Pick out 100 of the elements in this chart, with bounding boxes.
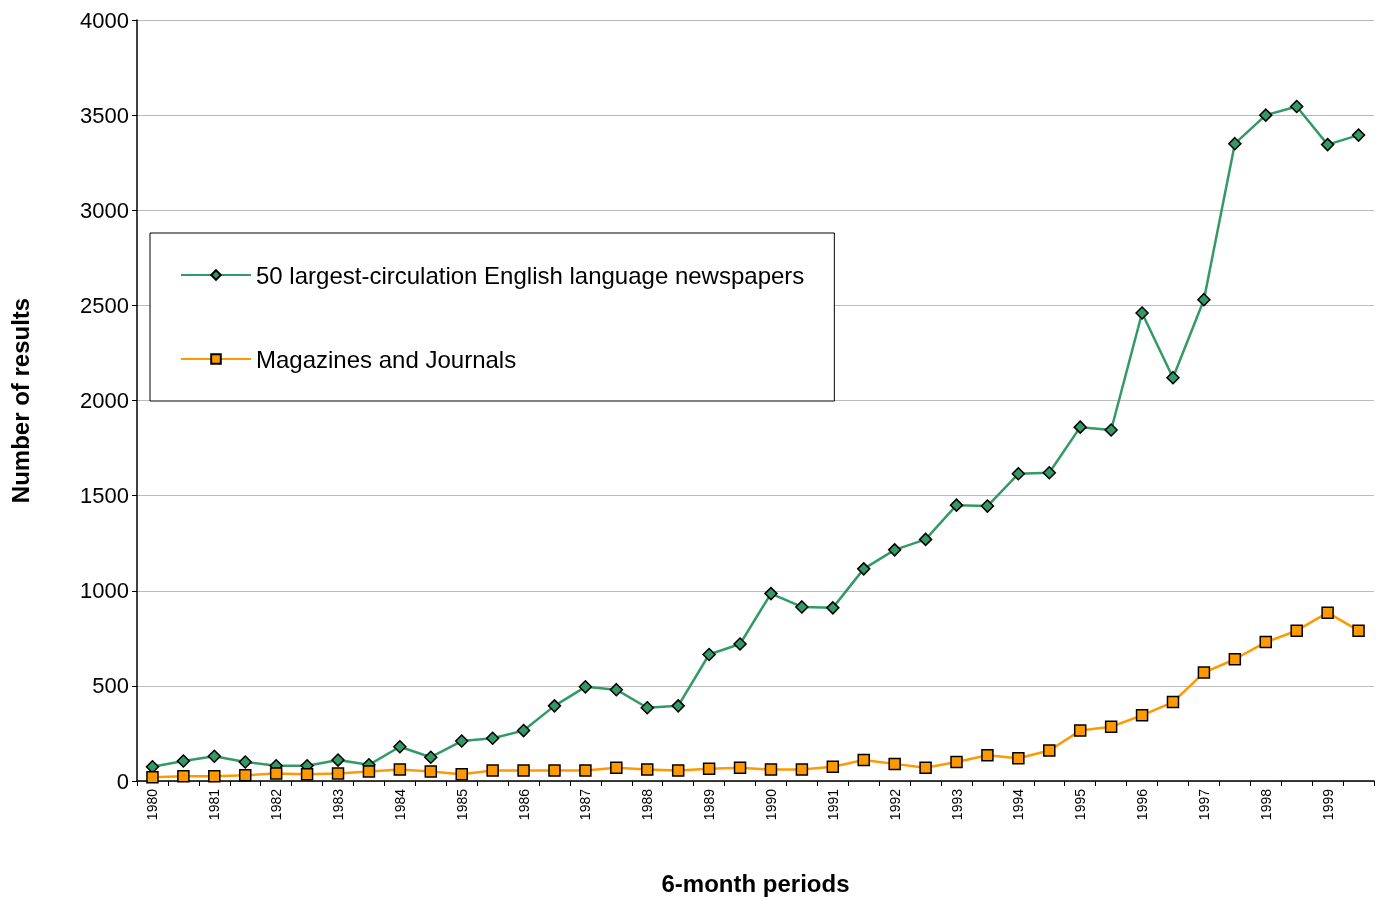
point — [1135, 306, 1149, 320]
point — [1321, 606, 1334, 619]
point — [888, 757, 901, 771]
y-tick-label: 1000 — [80, 578, 129, 604]
point — [1259, 108, 1273, 122]
point — [548, 764, 561, 777]
point — [1043, 744, 1056, 757]
y-axis-title: Number of results — [6, 297, 34, 504]
point — [578, 680, 593, 694]
point — [1290, 624, 1303, 637]
point — [486, 764, 499, 777]
point — [1228, 652, 1242, 666]
point — [424, 750, 438, 764]
point — [1320, 137, 1335, 152]
x-tick-label: 1988 — [639, 788, 656, 821]
point — [176, 754, 191, 768]
point — [1104, 720, 1118, 734]
point — [795, 763, 809, 776]
x-tick-label: 1985 — [453, 788, 470, 821]
point — [238, 769, 252, 782]
point — [393, 740, 407, 754]
legend-label: 50 largest-circulation English language newspapers — [256, 261, 805, 289]
x-tick-label: 1987 — [577, 788, 594, 821]
point — [609, 682, 624, 697]
point — [1228, 136, 1242, 151]
x-tick-label: 1984 — [391, 788, 408, 821]
point — [300, 768, 314, 781]
point — [1042, 466, 1057, 480]
y-tick-label: 500 — [92, 673, 129, 699]
point — [1073, 420, 1087, 434]
point — [1135, 709, 1149, 722]
point — [1351, 128, 1366, 142]
point — [856, 562, 871, 576]
y-tick-label: 0 — [116, 768, 129, 794]
point — [919, 761, 932, 774]
y-tick-label: 4000 — [80, 7, 129, 33]
point — [547, 699, 562, 713]
point — [1166, 370, 1180, 385]
point — [795, 600, 809, 614]
y-tick-label: 2000 — [80, 388, 129, 413]
point — [641, 763, 654, 776]
x-axis-title: 6-month periods — [661, 869, 850, 897]
x-tick-label: 1998 — [1257, 788, 1274, 821]
point — [857, 753, 870, 767]
point — [980, 499, 995, 513]
x-tick-label: 1991 — [824, 788, 841, 821]
point — [517, 764, 530, 777]
point — [331, 767, 345, 780]
x-tick-label: 1982 — [268, 788, 285, 821]
point — [1197, 666, 1211, 679]
point — [610, 761, 623, 774]
point — [146, 770, 159, 784]
point — [950, 755, 963, 769]
point — [640, 701, 655, 715]
point — [579, 764, 592, 777]
point — [1011, 467, 1026, 481]
point — [949, 498, 964, 512]
x-tick-label: 1986 — [515, 788, 532, 821]
point — [671, 699, 685, 713]
point — [764, 763, 778, 776]
x-tick-label: 1990 — [762, 788, 779, 821]
point — [981, 749, 994, 762]
point — [887, 543, 902, 557]
x-tick-label: 1992 — [886, 788, 903, 821]
point — [455, 768, 468, 781]
point — [424, 765, 438, 778]
point — [331, 753, 345, 767]
point — [393, 763, 407, 776]
point — [362, 765, 376, 778]
x-tick-label: 1996 — [1134, 788, 1151, 821]
point — [671, 764, 685, 777]
x-tick-label: 1994 — [1010, 788, 1027, 821]
point — [764, 586, 778, 601]
point — [1166, 695, 1180, 709]
x-tick-label: 1981 — [206, 788, 223, 821]
x-tick-label: 1980 — [144, 788, 161, 821]
x-tick-label: 1983 — [330, 788, 347, 821]
y-tick-label: 2500 — [80, 292, 129, 318]
point — [1073, 724, 1087, 737]
point — [207, 749, 222, 764]
point — [826, 760, 840, 773]
point — [733, 761, 747, 774]
x-tick-label: 1989 — [701, 788, 718, 821]
x-tick-label: 1999 — [1319, 788, 1336, 821]
point — [1259, 635, 1273, 649]
point — [1352, 624, 1365, 637]
point — [177, 769, 190, 783]
point — [826, 601, 840, 615]
point — [1197, 292, 1211, 307]
point — [702, 647, 716, 662]
point — [918, 532, 933, 547]
point — [1104, 423, 1118, 437]
point — [702, 762, 716, 775]
point — [208, 769, 221, 783]
point — [454, 734, 469, 748]
y-tick-label: 1500 — [80, 483, 129, 509]
point — [1012, 751, 1025, 765]
y-tick-label: 3000 — [80, 197, 129, 223]
point — [269, 767, 283, 780]
point — [733, 637, 747, 651]
